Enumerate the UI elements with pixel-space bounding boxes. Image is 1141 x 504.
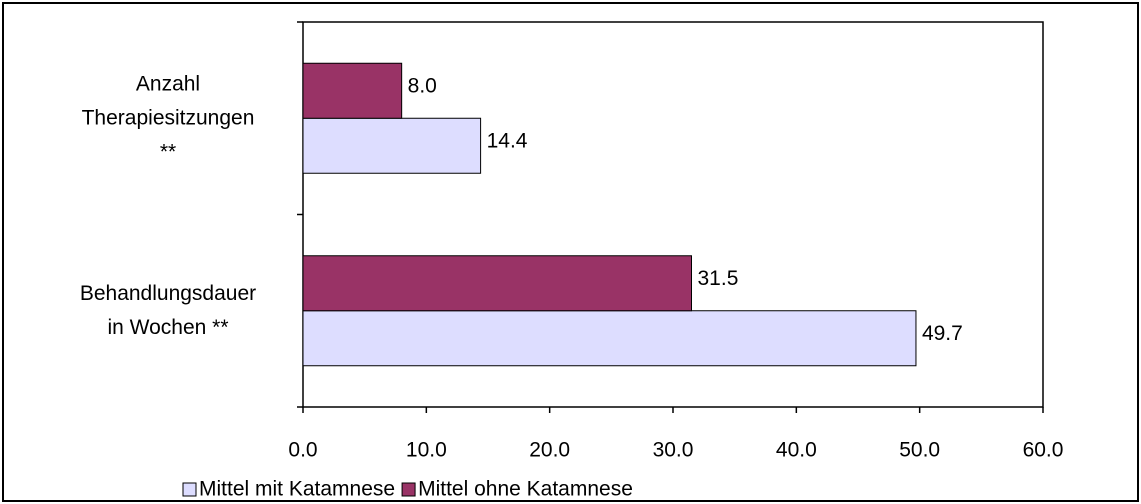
- value-label: 8.0: [408, 74, 437, 97]
- x-tick-label: 10.0: [406, 439, 447, 462]
- value-label: 31.5: [698, 267, 739, 290]
- x-tick-label: 40.0: [776, 439, 817, 462]
- legend-swatch: [401, 482, 416, 497]
- bar: [302, 62, 403, 119]
- y-tick-label-line: **: [160, 140, 176, 163]
- x-tick-label: 60.0: [1023, 439, 1064, 462]
- y-tick-label: Anzahl Therapiesitzungen **: [82, 72, 255, 163]
- legend-label: Mittel ohne Katamnese: [418, 478, 633, 501]
- value-label: 14.4: [487, 129, 528, 152]
- x-tick-label: 30.0: [653, 439, 694, 462]
- y-tick-label-line: Therapiesitzungen: [82, 106, 255, 129]
- y-tick-label-line: Anzahl: [136, 72, 200, 95]
- legend-swatch: [182, 482, 197, 497]
- bar: [302, 310, 917, 367]
- bar: [302, 255, 692, 312]
- y-tick-label-line: Behandlungsdauer: [80, 281, 256, 304]
- y-tick-label-line: in Wochen **: [107, 315, 228, 338]
- y-tick-label: Behandlungsdauer in Wochen **: [80, 281, 256, 338]
- x-tick-label: 0.0: [288, 439, 317, 462]
- value-label: 49.7: [922, 322, 963, 345]
- legend-label: Mittel mit Katamnese: [199, 478, 395, 501]
- x-tick-label: 50.0: [899, 439, 940, 462]
- x-tick-label: 20.0: [529, 439, 570, 462]
- bar: [302, 117, 482, 174]
